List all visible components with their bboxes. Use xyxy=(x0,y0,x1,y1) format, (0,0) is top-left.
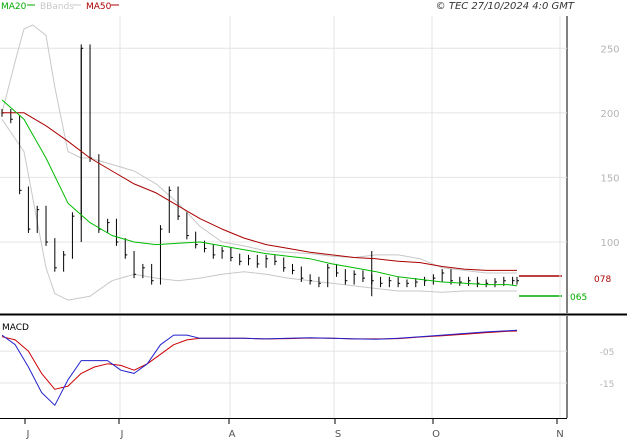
macd-signal-line xyxy=(1,330,518,390)
bbands-lower-line xyxy=(1,119,517,301)
macd-panel-label: MACD xyxy=(2,323,29,333)
x-tick-label: N xyxy=(556,429,563,440)
x-tick-label: O xyxy=(432,429,440,440)
legend-bbands-label: BBands xyxy=(40,2,74,12)
legend-ma50-label: MA50 xyxy=(86,2,112,12)
x-tick-label: J xyxy=(26,429,30,440)
ma20-line xyxy=(1,99,518,287)
macd-y-tick-label: -15 xyxy=(600,380,615,390)
bbands-upper-line xyxy=(1,24,517,274)
ma50-value-tag: 078 xyxy=(594,275,611,285)
legend-ma20-label: MA20 xyxy=(1,2,27,12)
y-tick-label: 150 xyxy=(600,173,619,184)
x-tick-label: S xyxy=(335,429,341,440)
x-tick-label: A xyxy=(229,429,236,440)
x-tick-label: J xyxy=(120,429,124,440)
macd-y-tick-label: -05 xyxy=(600,348,615,358)
macd-line xyxy=(1,329,518,406)
y-tick-label: 200 xyxy=(600,109,619,120)
ma20-value-tag: 065 xyxy=(570,293,587,303)
y-tick-label: 250 xyxy=(600,44,619,55)
y-tick-label: 100 xyxy=(600,238,619,249)
ma50-line xyxy=(2,112,517,271)
copyright-text: © TEC 27/10/2024 4:0 GMT xyxy=(436,1,575,12)
